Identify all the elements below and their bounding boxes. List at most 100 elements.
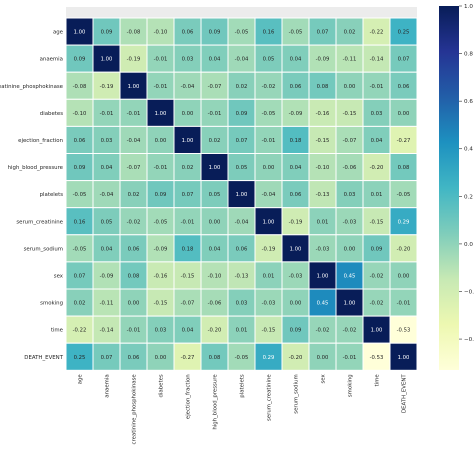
x-tick-label: serum_sodium	[294, 374, 300, 413]
heatmap-cell	[335, 342, 364, 371]
cell-value-label: 1.00	[182, 138, 194, 144]
y-tick-label: anaemia	[40, 57, 63, 63]
cell-value-label: 0.18	[182, 246, 194, 252]
colorbar-tick-label: 1.0	[464, 4, 473, 10]
heatmap-cell	[200, 98, 229, 127]
cell-value-label: -0.20	[208, 328, 222, 334]
cell-value-label: -0.11	[343, 57, 357, 63]
cell-value-label: 0.02	[344, 30, 356, 36]
cell-value-label: 0.03	[236, 301, 248, 307]
cell-value-label: 0.08	[317, 84, 329, 90]
cell-value-label: 0.08	[398, 165, 410, 171]
cell-value-label: 0.09	[290, 328, 302, 334]
cell-value-label: 0.06	[74, 138, 86, 144]
cell-value-label: 0.04	[101, 165, 113, 171]
cell-value-label: -0.15	[316, 138, 330, 144]
cell-value-label: 0.16	[263, 30, 275, 36]
y-tick-label: serum_creatinine	[16, 219, 63, 225]
cell-value-label: -0.04	[100, 192, 114, 198]
heatmap-cell	[362, 125, 391, 155]
heatmap-cell	[389, 288, 418, 317]
x-tick-label: ejection_fraction	[186, 374, 192, 419]
y-tick-label: high_blood_pressure	[8, 165, 64, 171]
cell-value-label: 0.06	[290, 84, 302, 90]
cell-value-label: -0.15	[370, 219, 384, 225]
heatmap-cell	[119, 17, 148, 46]
heatmap-cell	[308, 17, 337, 46]
cell-value-label: 0.07	[398, 57, 410, 63]
y-tick-label: sex	[54, 273, 64, 279]
cell-value-label: -0.15	[343, 111, 357, 117]
cell-value-label: -0.01	[154, 57, 168, 63]
heatmap-cell	[254, 17, 283, 46]
cell-value-label: -0.01	[181, 219, 195, 225]
cell-value-label: -0.53	[370, 355, 384, 361]
cell-value-label: 0.03	[182, 57, 194, 63]
heatmap-cell	[335, 153, 364, 182]
cell-value-label: -0.19	[262, 246, 276, 252]
x-tick-label: high_blood_pressure	[213, 374, 219, 430]
cell-value-label: 0.07	[317, 30, 329, 36]
cell-value-label: 0.07	[236, 138, 248, 144]
cell-value-label: -0.01	[154, 84, 168, 90]
x-tick-label: DEATH_EVENT	[402, 374, 408, 413]
heatmap-cell	[308, 98, 337, 127]
heatmap-cell	[119, 234, 148, 263]
heatmap-cell	[65, 207, 94, 236]
cell-value-label: -0.08	[127, 30, 141, 36]
cell-value-label: -0.27	[181, 355, 195, 361]
x-tick-labels: age anaemia creatinine_phosphokinase diabet…	[78, 374, 408, 445]
cell-value-label: 1.00	[317, 273, 329, 279]
colorbar-tick-label: −0.4	[464, 337, 474, 343]
heatmap-cell	[254, 342, 283, 371]
cell-value-label: -0.09	[154, 246, 168, 252]
heatmap-cell	[146, 125, 175, 155]
heatmap-cell	[146, 342, 175, 371]
heatmap-cell	[281, 261, 310, 290]
cell-value-label: -0.05	[235, 30, 249, 36]
cell-value-label: 1.00	[371, 328, 383, 334]
cell-value-label: 0.04	[209, 246, 221, 252]
cell-value-label: 1.00	[398, 355, 410, 361]
x-tick-label: anaemia	[105, 374, 111, 397]
heatmap-cell	[281, 98, 310, 127]
y-tick-label: serum_sodium	[24, 246, 63, 252]
cell-value-label: -0.01	[127, 328, 141, 334]
cell-value-label: 1.00	[263, 219, 275, 225]
cell-value-label: 0.00	[182, 111, 194, 117]
cell-value-label: -0.02	[127, 219, 141, 225]
colorbar-tick-label: 0.6	[464, 99, 473, 105]
cell-value-label: 0.00	[398, 273, 410, 279]
cell-value-label: 0.18	[290, 138, 302, 144]
heatmap-cell	[119, 288, 148, 317]
cell-value-label: -0.20	[289, 355, 303, 361]
heatmap-cell	[92, 17, 121, 46]
cell-value-label: -0.09	[316, 57, 330, 63]
heatmap-cell	[92, 44, 121, 73]
heatmap-cells: 1.00 0.09 -0.08 -0.10 0.06 0.09 -0.05 0.16 -0.05…	[65, 17, 418, 371]
cell-value-label: 0.00	[155, 138, 167, 144]
cell-value-label: 0.09	[74, 57, 86, 63]
cell-value-label: -0.03	[289, 273, 303, 279]
heatmap-cell	[200, 261, 229, 290]
y-tick-labels: age anaemia creatinine_phosphokinasediabet…	[0, 30, 64, 361]
cell-value-label: 0.09	[209, 30, 221, 36]
colorbar	[439, 6, 459, 370]
cell-value-label: -0.03	[316, 246, 330, 252]
cell-value-label: 0.06	[128, 246, 140, 252]
heatmap-cell	[146, 261, 175, 290]
cell-value-label: 1.00	[344, 301, 356, 307]
heatmap-cell	[335, 44, 364, 73]
heatmap-cell	[254, 125, 283, 155]
heatmap-cell	[119, 342, 148, 371]
cell-value-label: -0.16	[154, 273, 168, 279]
cell-value-label: 0.02	[182, 165, 194, 171]
cell-value-label: 0.06	[182, 30, 194, 36]
cell-value-label: 0.02	[128, 192, 140, 198]
cell-value-label: -0.09	[100, 273, 114, 279]
cell-value-label: 0.04	[290, 57, 302, 63]
cell-value-label: -0.04	[235, 57, 249, 63]
heatmap-cell	[254, 315, 283, 344]
cell-value-label: -0.19	[127, 57, 141, 63]
